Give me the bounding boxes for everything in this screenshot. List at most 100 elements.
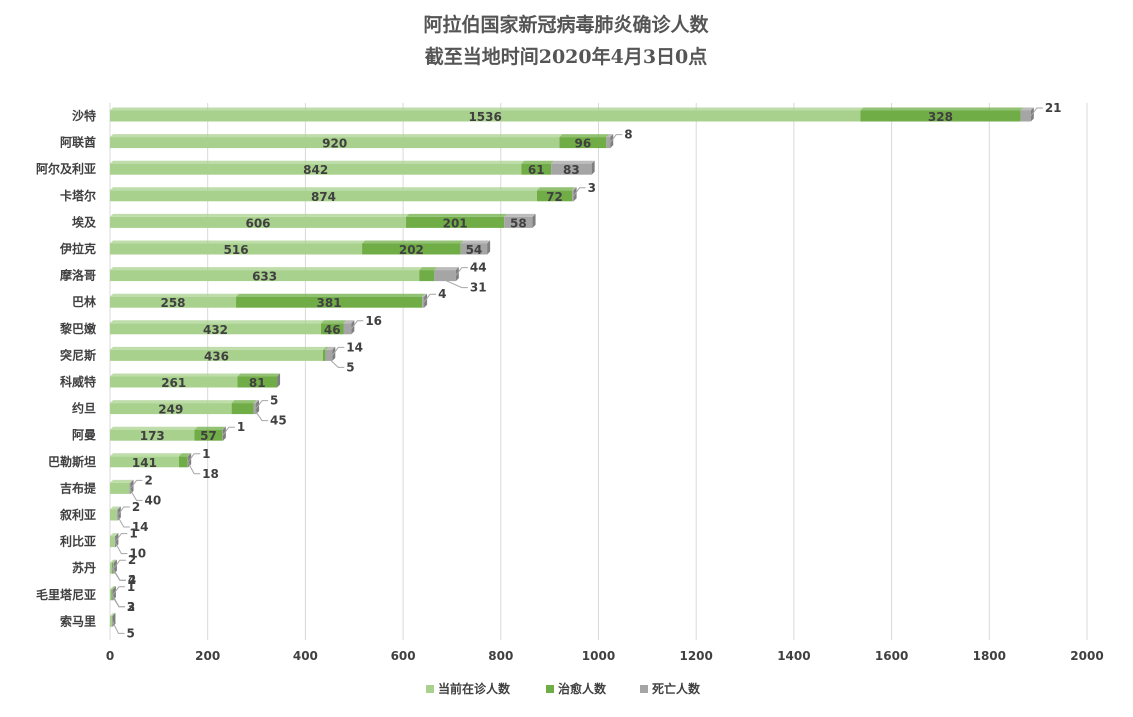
bar-segment (321, 323, 344, 335)
leader-line (112, 586, 125, 596)
bar-segment (253, 403, 257, 415)
data-label: 606 (245, 216, 270, 230)
bar-segment (110, 615, 113, 627)
category-label: 阿尔及利亚 (36, 161, 96, 176)
data-label: 1 (237, 420, 245, 434)
bar-segment (110, 296, 237, 308)
data-label: 2 (127, 600, 135, 614)
category-label: 黎巴嫩 (60, 321, 97, 336)
data-label: 57 (200, 429, 217, 443)
data-label: 381 (317, 296, 342, 310)
bar-side-face (591, 160, 595, 175)
bar-segment (434, 270, 456, 282)
category-label: 科威特 (60, 374, 96, 389)
legend-label: 死亡人数 (652, 681, 701, 696)
data-label: 81 (249, 376, 266, 390)
x-tick-label: 1400 (777, 649, 810, 663)
data-label: 258 (160, 296, 185, 310)
bar-segment (422, 296, 425, 308)
bar-top-face (110, 559, 115, 563)
bar-top-face (536, 187, 576, 191)
leader-line (187, 453, 201, 463)
category-label: 阿联酋 (60, 135, 96, 150)
data-label: 2 (128, 573, 136, 587)
x-tick-label: 2000 (1070, 649, 1103, 663)
bar-top-face (110, 160, 525, 164)
category-label: 巴林 (72, 294, 96, 309)
bar-segment (110, 216, 407, 228)
data-label: 1 (129, 527, 137, 541)
data-label: 8 (624, 128, 632, 142)
bar-top-face (237, 373, 281, 377)
gridlines (109, 103, 1088, 640)
category-label: 沙特 (72, 108, 96, 123)
category-label: 约旦 (72, 401, 96, 416)
chart-title: 阿拉伯国家新冠病毒肺炎确诊人数 (423, 13, 709, 36)
leader-line (114, 533, 128, 542)
legend-swatch (426, 685, 434, 693)
x-tick-label: 1800 (973, 649, 1006, 663)
bar-top-face (321, 320, 347, 324)
bar-top-face (178, 453, 191, 457)
bar-segment (110, 456, 179, 468)
bar-top-face (129, 479, 134, 483)
data-label: 1 (127, 580, 135, 594)
legend: 当前在诊人数 治愈人数 死亡人数 (426, 681, 701, 696)
bar-top-face (559, 134, 610, 138)
bar-segment (322, 349, 326, 361)
leader-line (255, 400, 269, 409)
bar-segment (178, 456, 188, 468)
x-tick-label: 1600 (875, 649, 908, 663)
category-label: 巴勒斯坦 (48, 454, 96, 469)
data-label: 61 (528, 163, 545, 177)
bar-segment (860, 110, 1021, 122)
bar-top-face (236, 293, 426, 297)
bar-segment (572, 190, 574, 202)
data-label: 201 (443, 216, 468, 230)
data-label: 328 (928, 110, 953, 124)
bar-top-face (460, 240, 491, 244)
leader-line (325, 355, 345, 368)
leader-line (130, 479, 143, 489)
data-label: 54 (466, 243, 483, 257)
data-label: 1 (202, 447, 210, 461)
data-label: 5 (346, 360, 354, 374)
bar-top-face (521, 160, 555, 164)
bar-side-face (487, 240, 491, 255)
data-label: 96 (575, 137, 592, 151)
bar-top-face (406, 213, 508, 217)
bar-top-face (343, 320, 355, 324)
bar-segment (110, 163, 522, 175)
bar-segment (343, 323, 352, 335)
category-label: 叙利亚 (59, 507, 96, 522)
x-tick-label: 1200 (679, 649, 712, 663)
category-label: 毛里塔尼亚 (36, 587, 96, 602)
leader-line (423, 293, 437, 303)
bar-top-face (110, 240, 366, 244)
bar-segment (460, 243, 488, 255)
chart-subtitle: 截至当地时间2020年4月3日0点 (425, 45, 708, 68)
data-label: 920 (322, 137, 347, 151)
bar-segment (325, 349, 333, 361)
leader-line (114, 541, 128, 555)
bar-top-face (551, 160, 595, 164)
leader-line (1030, 107, 1043, 117)
data-label: 2 (128, 553, 136, 567)
leader-line (117, 506, 130, 516)
data-label: 173 (140, 429, 165, 443)
data-label: 3 (588, 181, 596, 195)
bar-segment (406, 216, 505, 228)
bar-segment (362, 243, 461, 255)
data-label: 2 (132, 500, 140, 514)
leader-line (253, 408, 269, 422)
category-label: 利比亚 (60, 534, 96, 549)
bar-segment (110, 482, 130, 494)
bar-top-face (504, 213, 536, 217)
data-label: 46 (324, 323, 341, 337)
data-label: 516 (224, 243, 249, 257)
bar-side-face (277, 373, 281, 388)
leader-line (113, 559, 126, 569)
data-label: 249 (158, 403, 183, 417)
leader-line (112, 594, 125, 608)
